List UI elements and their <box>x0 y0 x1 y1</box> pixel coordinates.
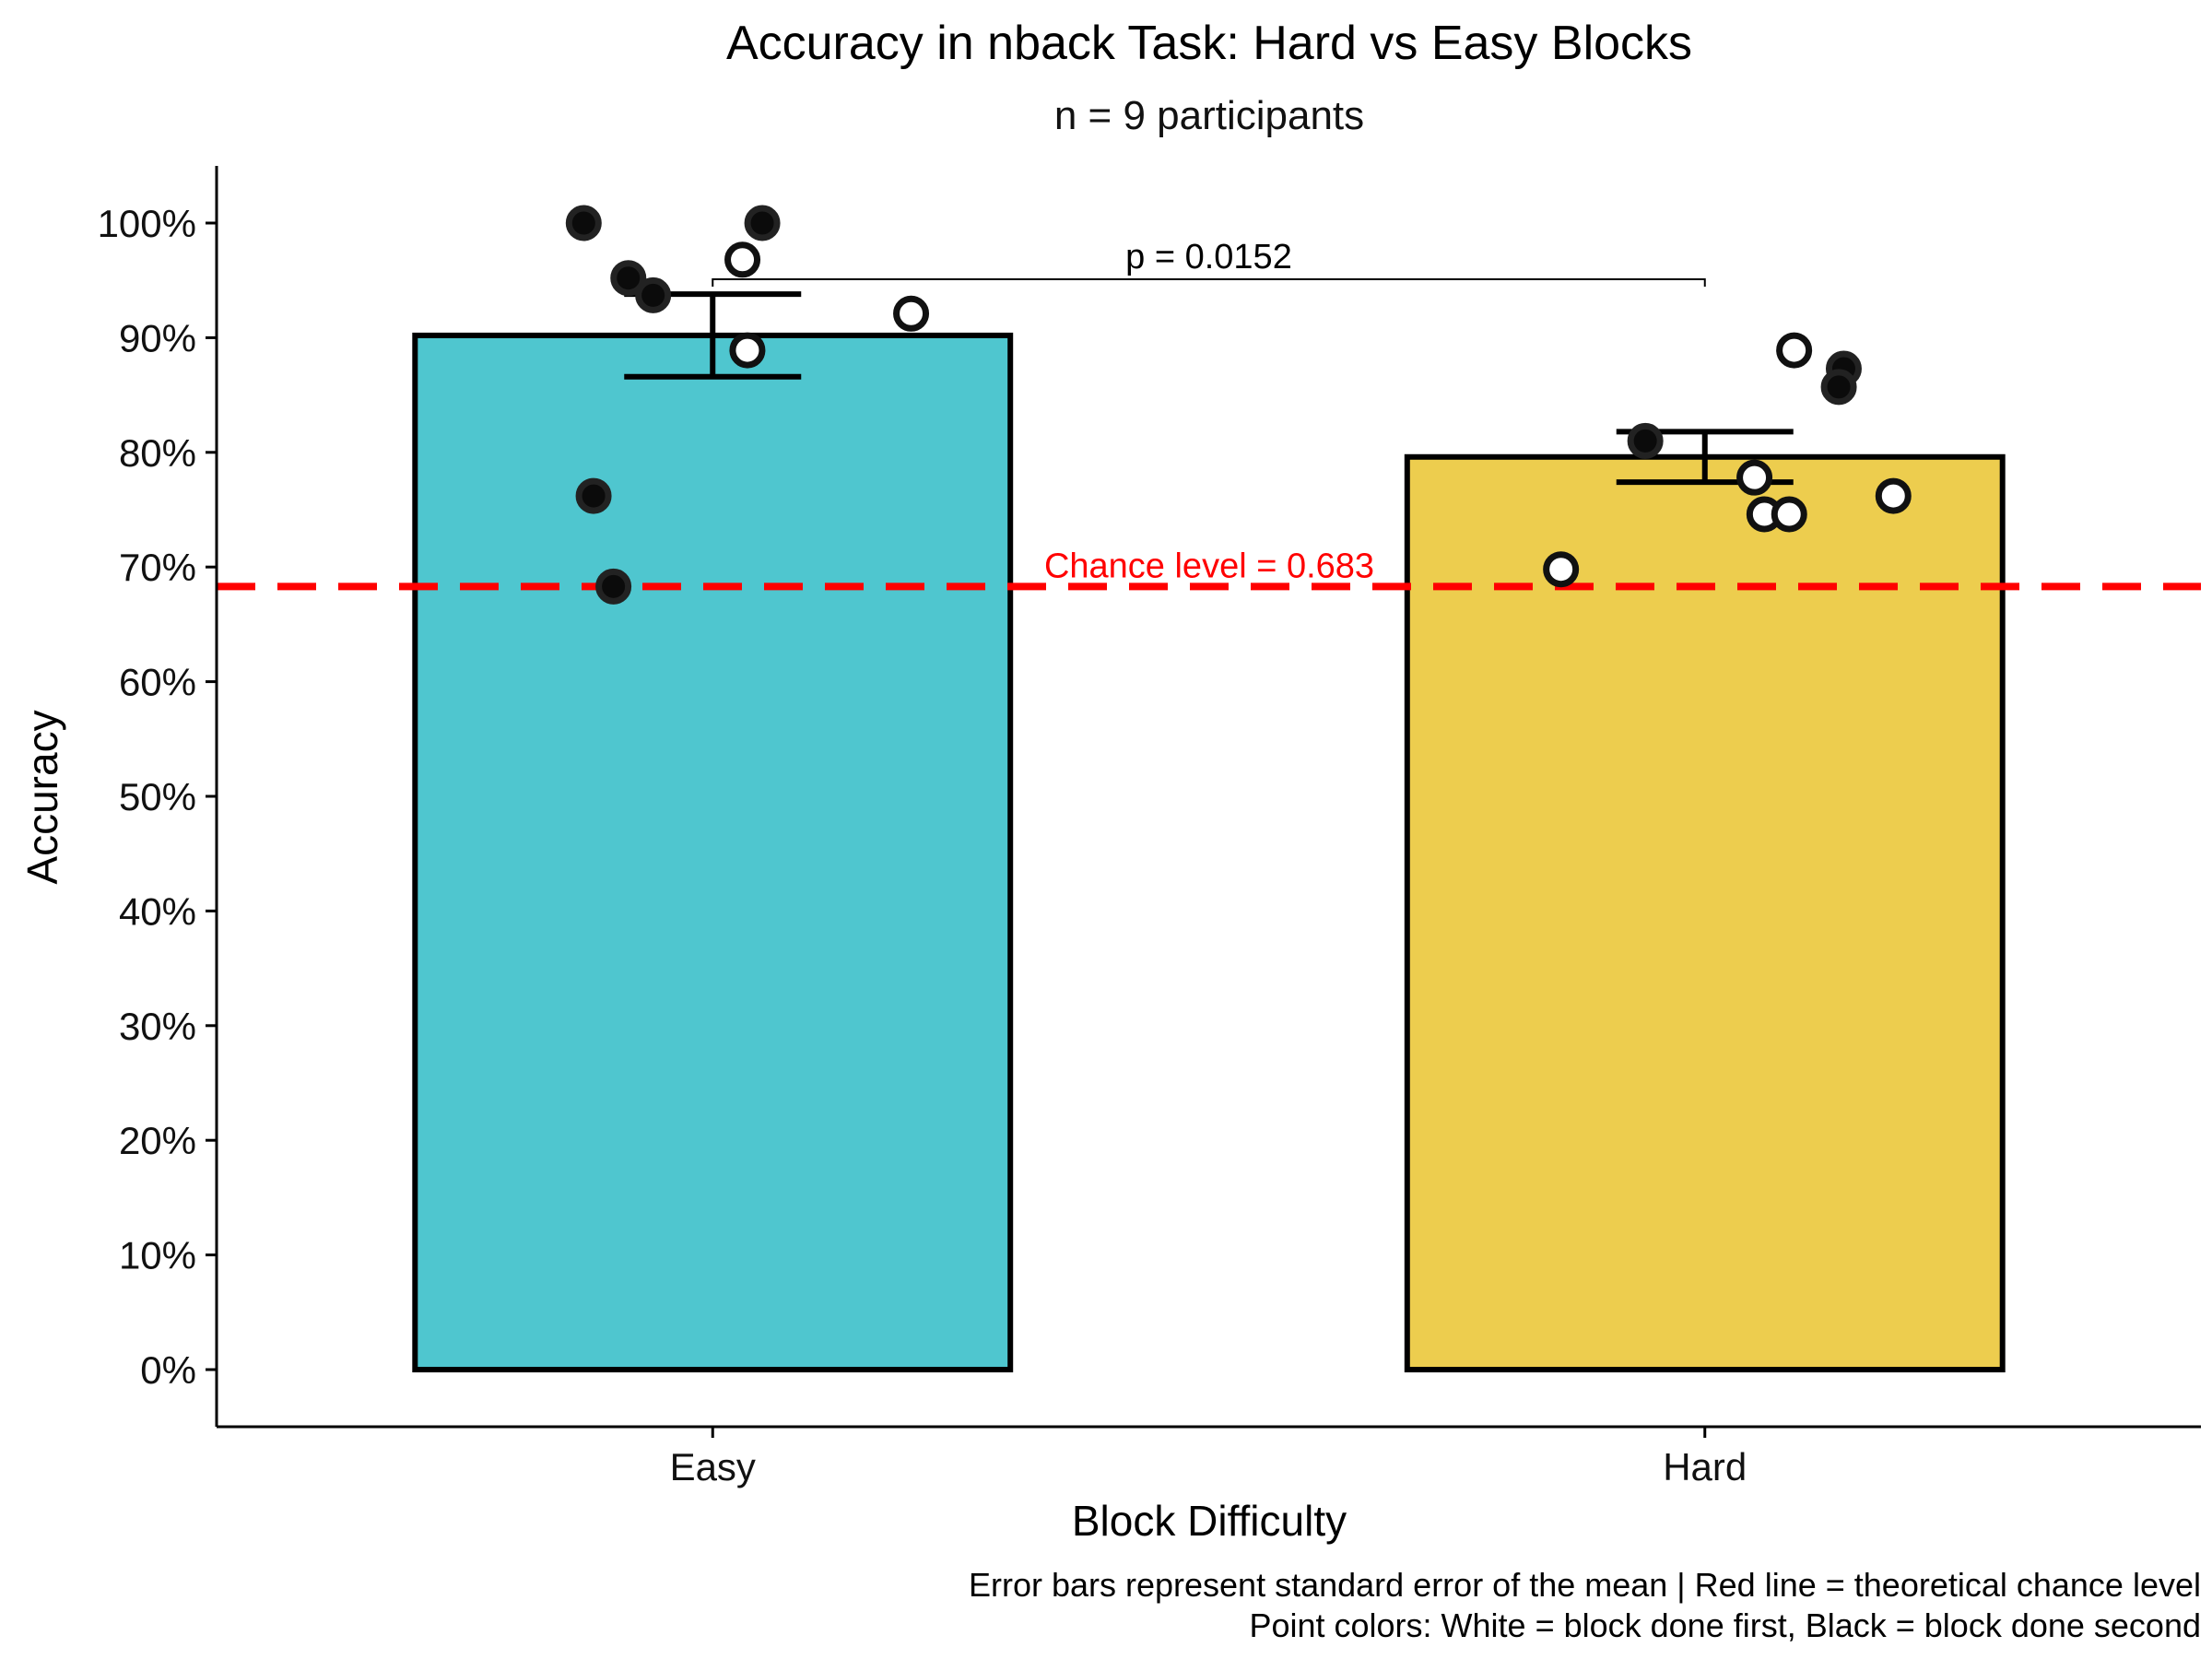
y-tick-label: 70% <box>119 546 196 589</box>
y-tick-label: 60% <box>119 661 196 704</box>
x-axis-title: Block Difficulty <box>1072 1497 1347 1545</box>
y-tick-label: 20% <box>119 1119 196 1162</box>
y-axis-title: Accuracy <box>18 710 66 884</box>
bar-hard <box>1404 453 2006 1372</box>
data-point-easy <box>635 276 672 313</box>
y-tick-label: 0% <box>140 1348 196 1392</box>
y-tick-label: 100% <box>98 202 196 245</box>
data-point-easy <box>575 477 612 514</box>
data-point-easy <box>610 260 647 297</box>
data-point-hard <box>1776 332 1813 369</box>
data-point-hard <box>1875 477 1912 514</box>
chart-subtitle: n = 9 participants <box>1054 93 1364 138</box>
y-tick-label: 90% <box>119 316 196 359</box>
data-point-easy <box>893 295 930 332</box>
data-point-hard <box>1820 369 1857 406</box>
x-tick-label: Easy <box>670 1445 756 1488</box>
x-tick-label: Hard <box>1663 1445 1747 1488</box>
chance-level-label: Chance level = 0.683 <box>1044 547 1374 585</box>
data-point-easy <box>724 241 761 278</box>
data-point-hard <box>1543 551 1580 588</box>
y-tick-label: 50% <box>119 775 196 818</box>
data-point-hard <box>1771 496 1807 533</box>
caption-line-1: Error bars represent standard error of t… <box>969 1566 2201 1604</box>
data-point-hard <box>1627 422 1664 459</box>
y-tick-label: 80% <box>119 431 196 475</box>
data-point-hard <box>1736 459 1773 496</box>
data-point-easy <box>565 205 602 241</box>
y-tick-label: 10% <box>119 1234 196 1277</box>
chart-title: Accuracy in nback Task: Hard vs Easy Blo… <box>726 17 1692 70</box>
y-tick-label: 30% <box>119 1005 196 1048</box>
caption-line-2: Point colors: White = block done first, … <box>1249 1606 2201 1644</box>
data-point-easy <box>595 568 632 605</box>
significance-bracket <box>712 277 1706 287</box>
bar-easy <box>412 332 1014 1372</box>
data-point-easy <box>729 332 766 369</box>
plot-area: Chance level = 0.683 p = 0.0152 0% 10% 20% 30… <box>98 166 2201 1488</box>
p-value-label: p = 0.0152 <box>1125 238 1292 276</box>
data-point-easy <box>744 205 781 241</box>
y-tick-label: 40% <box>119 889 196 933</box>
